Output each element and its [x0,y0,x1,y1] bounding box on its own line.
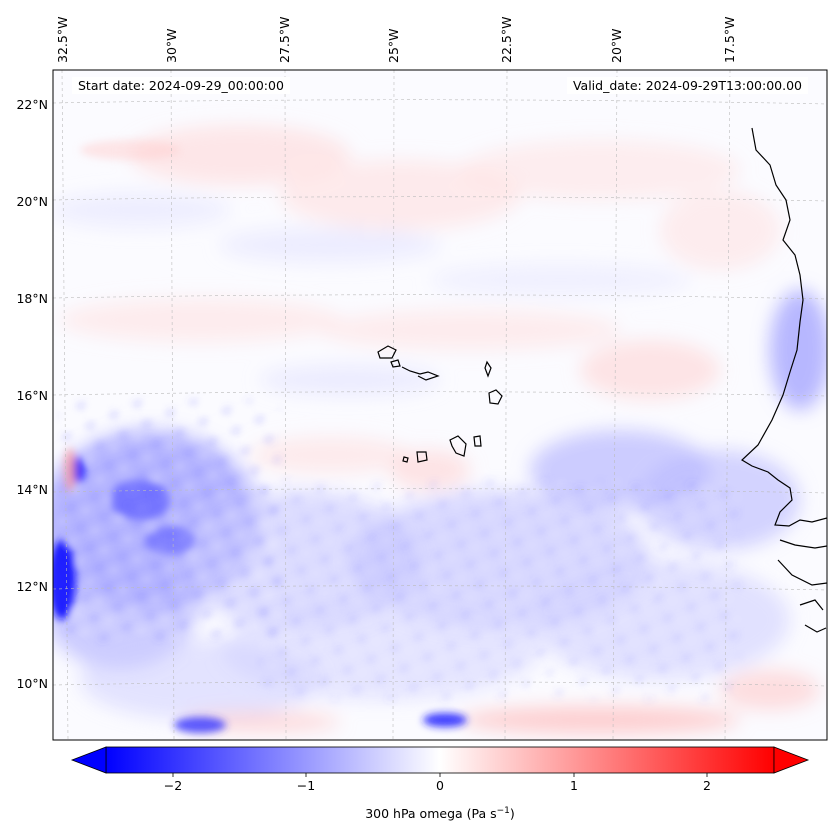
map-frame [52,69,828,741]
valid-date-label: Valid_date: 2024-09-29T13:00:00.00 [566,77,808,94]
colorbar-max-extend [773,746,810,774]
colorbar-body [105,746,775,774]
lon-label: 22.5°W [499,16,514,63]
colorbar-tick-label: 1 [570,778,578,793]
lat-label: 10°N [16,676,48,691]
cabo-verde-sao-nicolau [401,366,440,381]
colorbar-tick-label: 0 [436,778,444,793]
lat-label: 22°N [16,97,48,112]
cabo-verde-boa-vista [488,389,503,405]
cabo-verde-santo-antao [377,345,397,359]
map-panel [53,70,827,740]
start-date-label: Start date: 2024-09-29_00:00:00 [72,77,290,94]
lon-label: 20°W [609,28,624,63]
cabo-verde-sal [484,360,492,378]
colorbar-title: 300 hPa omega (Pa s−1) [0,806,837,821]
omega-field-detail [53,140,740,733]
coastlines [377,127,827,633]
colorbar-ticks [172,773,708,777]
cabo-verde-maio [473,435,482,447]
lat-label: 18°N [16,291,48,306]
lon-label: 27.5°W [277,16,292,63]
colorbar-title-exponent: −1 [496,806,510,816]
lon-label: 17.5°W [722,16,737,63]
lat-label: 20°N [16,194,48,209]
colorbar-tick-label: −2 [163,778,183,793]
cabo-verde-brava [402,456,409,463]
cabo-verde-santiago [449,435,467,457]
colorbar-tick-label: −1 [296,778,316,793]
lat-label: 14°N [16,482,48,497]
cabo-verde-sao-vicente [390,359,401,368]
lat-label: 16°N [16,388,48,403]
colorbar-title-close: ) [509,806,515,822]
lon-label: 30°W [164,28,179,63]
cabo-verde-fogo [416,451,428,463]
africa-coastline [741,127,827,633]
lon-label: 32.5°W [55,16,70,63]
lat-label: 12°N [16,579,48,594]
colorbar-title-text: 300 hPa omega (Pa s [365,806,497,822]
colorbar-min-extend [70,746,107,774]
colorbar-tick-label: 2 [703,778,711,793]
lon-label: 25°W [386,28,401,63]
graticule [53,70,827,740]
colorbar [70,746,810,777]
